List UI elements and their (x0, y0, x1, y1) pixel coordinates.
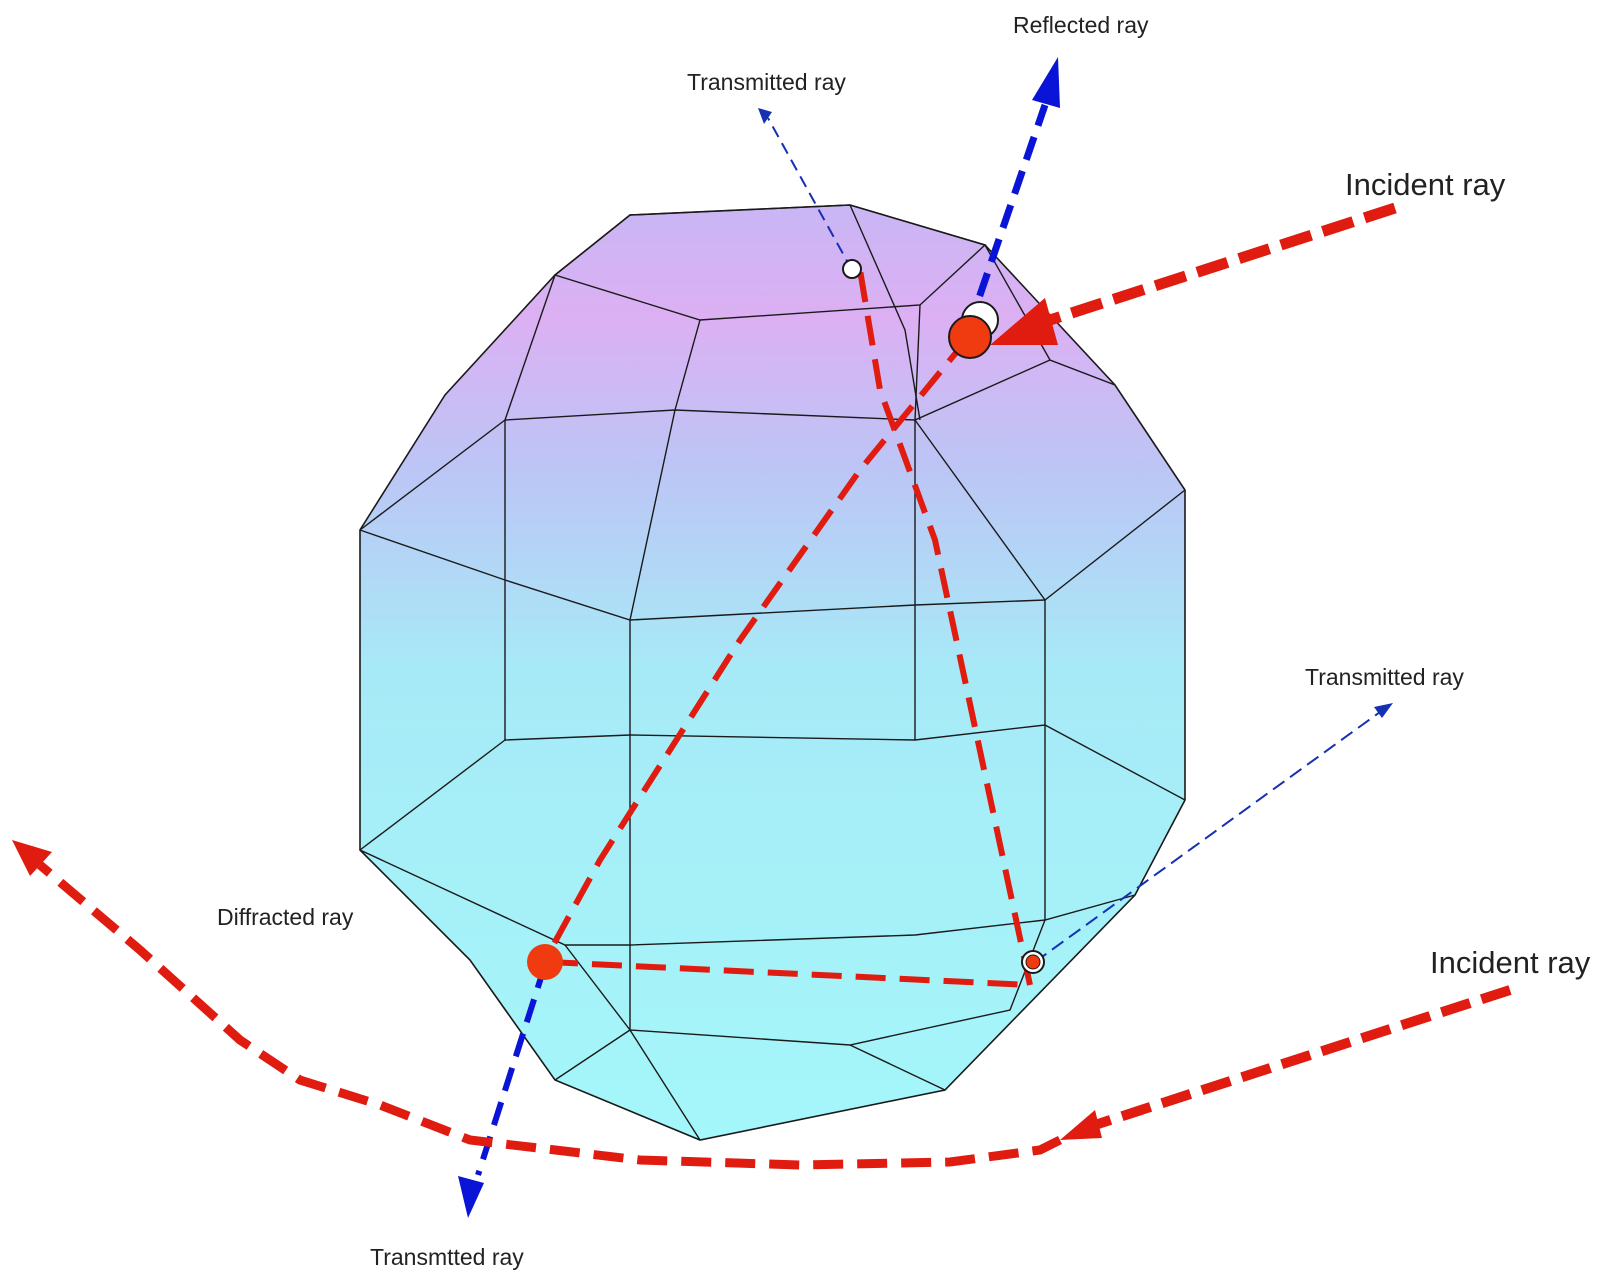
diffracted-ray (12, 840, 1063, 1170)
point-exit-red (1025, 954, 1041, 970)
internal-ray-path (542, 269, 1033, 988)
label-transmitted-ray-bottom: Transmtted ray (370, 1244, 524, 1270)
label-incident-ray-top: Incident ray (1345, 167, 1506, 202)
crystal (359, 204, 1186, 1141)
point-entry-red (948, 315, 992, 359)
point-top-white-small (842, 259, 862, 279)
label-reflected-ray: Reflected ray (1013, 12, 1149, 38)
incident-ray-bottom (1060, 985, 1512, 1140)
crystal-edges (359, 204, 1186, 1141)
labels: Reflected ray Transmitted ray Incident r… (217, 12, 1591, 1270)
label-diffracted-ray: Diffracted ray (217, 904, 354, 930)
interaction-points (527, 259, 1045, 980)
label-transmitted-ray-top: Transmitted ray (687, 69, 846, 95)
transmitted-ray-top (758, 108, 853, 271)
incident-ray-top (990, 202, 1397, 345)
point-diffraction-red (527, 944, 563, 980)
reflected-ray (964, 57, 1060, 332)
crystal-silhouette (359, 204, 1186, 1141)
label-transmitted-ray-right: Transmitted ray (1305, 664, 1464, 690)
transmitted-ray-right (1034, 703, 1393, 963)
label-incident-ray-bottom: Incident ray (1430, 945, 1591, 980)
